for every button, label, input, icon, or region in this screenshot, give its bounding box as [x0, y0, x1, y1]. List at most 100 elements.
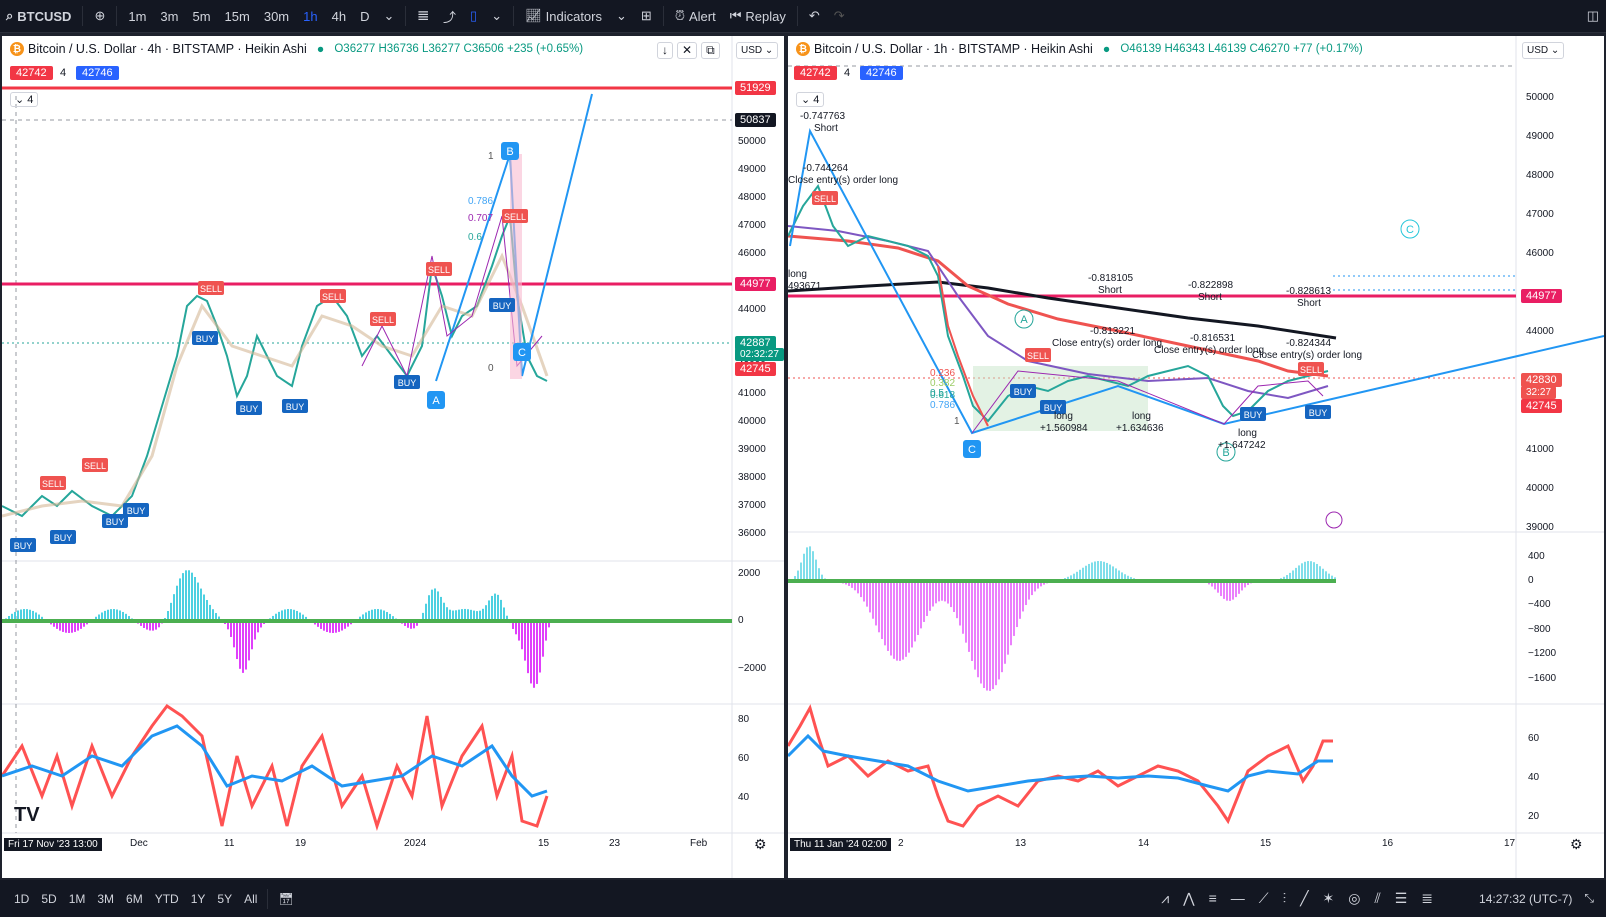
clock-time[interactable]: 14:27:32 (UTC-7): [1479, 891, 1573, 906]
interval-30m[interactable]: 30m: [263, 8, 290, 24]
pattern-icon[interactable]: ✶: [1322, 890, 1335, 906]
oscillator-histogram[interactable]: [5, 570, 550, 688]
wave-label-c-box[interactable]: C: [963, 440, 981, 458]
buy-marker[interactable]: BUY: [489, 298, 515, 312]
range-5d[interactable]: 5D: [41, 891, 57, 906]
sell-marker[interactable]: SELL: [812, 191, 838, 205]
long-ma-black[interactable]: [788, 280, 1337, 340]
interval-15m[interactable]: 15m: [224, 8, 250, 24]
range-1d[interactable]: 1D: [14, 891, 30, 906]
left-chart-title[interactable]: Bitcoin / U.S. Dollar · 4h · BITSTAMP · …: [28, 42, 307, 56]
oscillator-histogram[interactable]: [788, 546, 1336, 691]
fullscreen-button[interactable]: ⤡: [1578, 891, 1600, 906]
range-ytd[interactable]: YTD: [154, 891, 179, 906]
wave-label-a-circle[interactable]: A: [1014, 309, 1034, 329]
left-chart-panel[interactable]: A B C 0.786 0.707 0.6 1 0 BUY BUY BUY BU…: [2, 36, 784, 878]
buy-marker[interactable]: BUY: [192, 331, 218, 345]
collapse-indicators-button[interactable]: ⌄ 4: [796, 92, 825, 107]
buy-marker[interactable]: BUY: [394, 375, 420, 389]
sell-marker[interactable]: SELL: [320, 289, 346, 303]
buy-marker[interactable]: BUY: [10, 538, 36, 552]
price-series[interactable]: [788, 183, 1329, 423]
ma-red[interactable]: [788, 234, 1329, 378]
right-currency-selector[interactable]: USD ⌄: [1522, 42, 1565, 59]
sell-price-chip[interactable]: 42742: [794, 66, 837, 80]
bar-style-button[interactable]: 𝌆: [410, 0, 436, 32]
fib-retracement-icon[interactable]: ≡: [1208, 890, 1217, 906]
range-all[interactable]: All: [244, 891, 258, 906]
chart-type-dropdown[interactable]: ⌄: [484, 0, 509, 32]
buy-marker[interactable]: BUY: [1040, 400, 1066, 414]
sell-marker[interactable]: SELL: [198, 281, 224, 295]
wave-label-a[interactable]: A: [427, 391, 445, 409]
layout-button[interactable]: ⊞: [634, 0, 659, 32]
chart-type-button[interactable]: ▯: [463, 0, 484, 32]
buy-price-chip[interactable]: 42746: [76, 66, 119, 80]
abcd-pattern-icon[interactable]: ⋀: [1183, 890, 1195, 906]
sell-marker[interactable]: SELL: [426, 262, 452, 276]
range-3m[interactable]: 3M: [97, 891, 115, 906]
rsi-red-line[interactable]: [788, 704, 1333, 828]
goto-date-button[interactable]: 📅︎: [272, 892, 299, 906]
buy-marker[interactable]: BUY: [50, 530, 76, 544]
sell-marker[interactable]: SELL: [82, 458, 108, 472]
wave-label-c[interactable]: C: [513, 343, 531, 361]
wave-label-b[interactable]: B: [501, 142, 519, 160]
rsi-red-line[interactable]: [2, 703, 549, 831]
rsi-blue-line[interactable]: [2, 724, 548, 798]
sell-marker[interactable]: SELL: [40, 476, 66, 490]
right-chart-panel[interactable]: C A B C 0.236 0.382 0.5 0.618 0.786 1 BU…: [788, 36, 1604, 878]
range-6m[interactable]: 6M: [126, 891, 143, 906]
indicators-dropdown[interactable]: ⌄: [609, 0, 634, 32]
fib-channel-icon[interactable]: ☰: [1394, 890, 1408, 906]
compare-button[interactable]: ⤴: [436, 0, 463, 32]
sell-price-chip[interactable]: 42742: [10, 66, 53, 80]
horizontal-line-icon[interactable]: —: [1230, 890, 1245, 906]
buy-marker[interactable]: BUY: [282, 399, 308, 413]
interval-dropdown[interactable]: ⌄: [376, 0, 401, 32]
interval-3m[interactable]: 3m: [160, 8, 179, 24]
menu-icon[interactable]: ≣: [1421, 890, 1434, 906]
alert-button[interactable]: ⏰︎ Alert: [668, 0, 723, 32]
interval-d[interactable]: D: [360, 8, 370, 24]
buy-marker[interactable]: BUY: [1305, 405, 1331, 419]
sell-marker[interactable]: SELL: [1298, 362, 1324, 376]
right-chart-canvas[interactable]: C A B C 0.236 0.382 0.5 0.618 0.786 1 BU…: [788, 36, 1604, 878]
add-symbol-button[interactable]: ⊕: [87, 0, 112, 32]
flash-icon[interactable]: [1325, 511, 1343, 529]
buy-price-chip[interactable]: 42746: [860, 66, 903, 80]
gear-icon[interactable]: ⚙: [754, 836, 767, 852]
buy-marker[interactable]: BUY: [123, 503, 149, 517]
long-position-icon[interactable]: ⫶: [1282, 890, 1287, 906]
maximize-icon[interactable]: ⧉: [701, 42, 720, 59]
trend-line-icon[interactable]: ╱: [1300, 890, 1309, 906]
interval-1h[interactable]: 1h: [303, 8, 318, 24]
buy-marker[interactable]: BUY: [1010, 384, 1036, 398]
rsi-blue-line[interactable]: [788, 733, 1333, 793]
interval-5m[interactable]: 5m: [192, 8, 211, 24]
wave-label-c-circle[interactable]: C: [1400, 219, 1420, 239]
replay-button[interactable]: ⏮ Replay: [723, 0, 793, 32]
range-1m[interactable]: 1M: [68, 891, 86, 906]
buy-marker[interactable]: BUY: [1240, 407, 1266, 421]
close-icon[interactable]: ✕: [677, 42, 698, 59]
ray-icon[interactable]: ⟋: [1258, 890, 1269, 906]
indicators-button[interactable]: 📈︎ Indicators: [518, 0, 609, 32]
left-chart-canvas[interactable]: A B C 0.786 0.707 0.6 1 0 BUY BUY BUY BU…: [2, 36, 784, 878]
parallel-channel-icon[interactable]: ⫽: [1374, 890, 1381, 906]
range-1y[interactable]: 1Y: [190, 891, 206, 906]
wave-label-b-circle[interactable]: B: [1216, 442, 1236, 462]
symbol-search[interactable]: ⌕ BTCUSD: [0, 0, 78, 32]
range-5y[interactable]: 5Y: [217, 891, 233, 906]
interval-1m[interactable]: 1m: [128, 8, 147, 24]
sell-marker[interactable]: SELL: [370, 312, 396, 326]
sidebar-toggle-button[interactable]: ◫: [1580, 0, 1606, 32]
undo-button[interactable]: ↶: [802, 0, 827, 32]
buy-marker[interactable]: BUY: [102, 514, 128, 528]
redo-button[interactable]: ↷: [827, 0, 852, 32]
left-currency-selector[interactable]: USD ⌄: [736, 42, 779, 59]
fib-circle-icon[interactable]: ◎: [1348, 890, 1361, 906]
interval-4h[interactable]: 4h: [331, 8, 347, 24]
gear-icon[interactable]: ⚙: [1570, 836, 1583, 852]
right-chart-title[interactable]: Bitcoin / U.S. Dollar · 1h · BITSTAMP · …: [814, 42, 1093, 56]
